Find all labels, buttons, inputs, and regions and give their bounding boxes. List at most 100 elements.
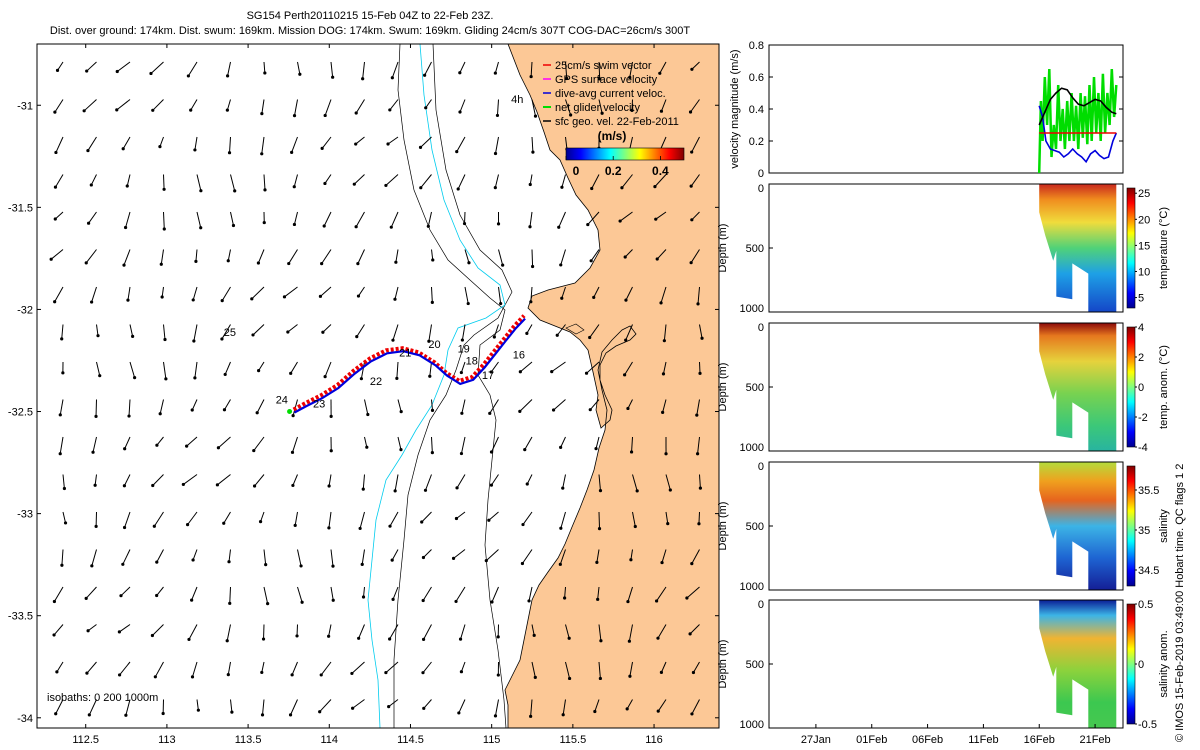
day-label: 20 [428,339,440,351]
current-vector-head [189,108,193,112]
current-vector [460,661,466,672]
current-vector-head [559,526,563,530]
current-vector [629,61,633,78]
current-vector [460,436,466,454]
current-vector-head [323,746,326,749]
current-vector-head [559,445,563,449]
current-vector [288,249,298,264]
current-vector-head [255,411,259,415]
current-vector-head [496,673,500,677]
current-vector [119,624,131,633]
current-vector [61,324,64,339]
current-vector-head [550,370,554,374]
isobath-0m [397,44,507,728]
current-vector [699,361,701,374]
current-vector-head [531,150,535,154]
current-vector [598,624,602,641]
current-vector-head [331,564,335,568]
current-vector [429,361,432,377]
current-vector [522,511,533,525]
current-vector [55,699,64,714]
current-vector [431,436,433,453]
current-vector-head [227,560,231,564]
current-vector [553,399,566,411]
section-colorbar-tick-label: 4 [1138,322,1144,334]
current-vector [153,511,164,527]
current-vector-head [493,186,497,190]
current-vector-head [215,483,219,487]
current-vector-head [688,632,692,636]
velocity-series-line [1038,87,1117,126]
svg-text:net glider velocity: net glider velocity [555,102,640,114]
current-vector [388,699,399,708]
current-vector [294,99,298,116]
current-vector [424,61,432,76]
current-vector-head [459,370,463,375]
current-vector [62,474,65,489]
current-vector [524,436,533,450]
map-x-tick-label: 115.5 [559,734,586,746]
speed-colorbar-label: (m/s) [598,129,627,143]
current-vector [596,549,600,563]
current-vector-head [323,113,327,118]
current-vector-head [520,561,525,566]
current-vector [217,474,231,486]
current-vector [357,249,365,264]
current-vector [632,474,638,491]
current-vector [490,361,499,373]
current-vector-head [598,77,602,81]
section-panel-2: 0 500 1000 Depth (m) 4 2 0 -2 -4 temp. anom. (°C) [717,322,1170,454]
speed-colorbar-tick-label: 0.2 [605,164,622,178]
current-vector [294,511,298,526]
current-vector [663,324,667,341]
current-vector-head [82,109,86,113]
current-vector-head [292,114,297,118]
current-vector [498,249,504,266]
current-vector [319,699,332,713]
current-vector [358,737,364,745]
current-vector-head [62,486,67,491]
current-vector [460,361,466,373]
current-vector [324,99,332,116]
current-vector [290,699,298,716]
current-vector [226,624,231,641]
current-vector [156,549,164,563]
current-vector [528,586,533,602]
current-vector [127,286,131,301]
map-y-tick-label: -33 [17,509,33,521]
current-vector-head [569,113,573,117]
day-label: 19 [458,343,470,355]
current-vector-head [391,597,395,601]
current-vector [665,511,669,524]
day-label: 16 [513,349,525,361]
current-vector-head [525,331,529,335]
current-vector-head [86,221,91,225]
current-vector-head [357,636,361,640]
depth-tick-label: 0 [758,599,764,611]
current-vector [156,436,164,446]
current-vector-head [190,675,195,679]
current-vector [459,99,466,113]
current-vector [160,249,164,265]
current-vector [529,211,533,227]
velocity-y-tick-label: 0.6 [749,72,764,84]
current-vector-head [419,186,423,190]
current-vector [221,324,231,340]
current-vector [660,661,667,673]
current-vector [628,624,633,642]
current-vector [59,399,64,415]
day-label: 24 [276,394,288,406]
current-vector [691,549,700,564]
current-vector [632,511,636,527]
current-vector-head [698,371,702,375]
date-tick-label: 01Feb [856,734,887,746]
current-vector-head [358,526,362,531]
date-tick-label: 16Feb [1024,734,1055,746]
current-vector [619,211,633,222]
map-y-tick-label: -33.5 [8,611,33,623]
current-vector [589,324,600,338]
current-vector [197,737,201,750]
depth-tick-label: 1000 [740,442,764,454]
current-vector [291,661,298,676]
velocity-y-tick-label: 0.2 [749,136,764,148]
